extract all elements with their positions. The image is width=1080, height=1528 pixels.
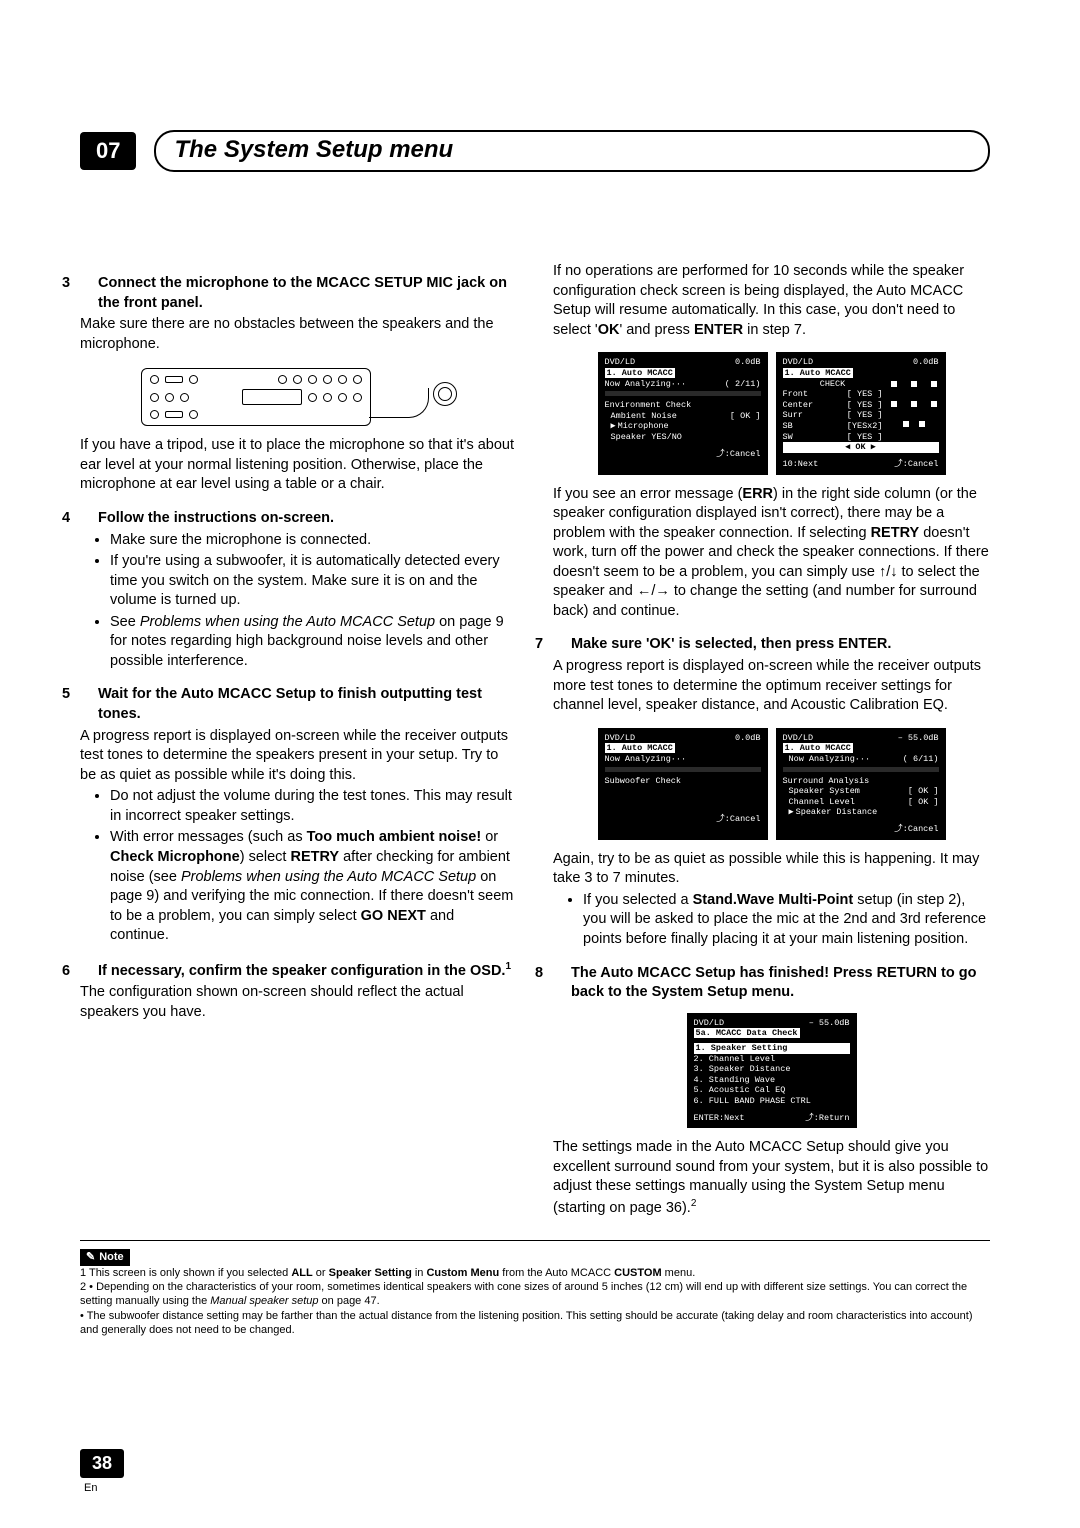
- footnote-1: 1 This screen is only shown if you selec…: [80, 1266, 990, 1280]
- step-6-heading: 6If necessary, confirm the speaker confi…: [80, 960, 517, 981]
- list-item: If you're using a subwoofer, it is autom…: [110, 552, 517, 611]
- right-column: If no operations are performed for 10 se…: [553, 260, 990, 1218]
- osd-row-2: DVD/LD0.0dB 1. Auto MCACC Now Analyzing·…: [553, 728, 990, 840]
- step-3-text: Make sure there are no obstacles between…: [80, 315, 517, 354]
- step-4-bullets: Make sure the microphone is connected. I…: [80, 531, 517, 672]
- chapter-badge: 07: [80, 132, 136, 170]
- right-p1: If no operations are performed for 10 se…: [553, 262, 990, 340]
- osd-row-1: DVD/LD0.0dB 1. Auto MCACC Now Analyzing·…: [553, 352, 990, 474]
- footnotes: Note 1 This screen is only shown if you …: [80, 1249, 990, 1337]
- osd-screen: DVD/LD– 55.0dB 5a. MCACC Data Check 1. S…: [687, 1013, 857, 1129]
- right-p2: If you see an error message (ERR) in the…: [553, 485, 990, 622]
- footnote-3: • The subwoofer distance setting may be …: [80, 1309, 990, 1338]
- step-5-heading: 5Wait for the Auto MCACC Setup to finish…: [80, 685, 517, 724]
- step-4-heading: 4Follow the instructions on-screen.: [80, 509, 517, 529]
- microphone-icon: [433, 382, 457, 406]
- list-item: See Problems when using the Auto MCACC S…: [110, 613, 517, 672]
- step-8-heading: 8The Auto MCACC Setup has finished! Pres…: [553, 964, 990, 1003]
- mic-cable: [369, 388, 429, 418]
- step-5-text: A progress report is displayed on-screen…: [80, 727, 517, 786]
- list-item: Do not adjust the volume during the test…: [110, 787, 517, 826]
- step-3-heading: 3Connect the microphone to the MCACC SET…: [80, 274, 517, 313]
- note-label: Note: [80, 1249, 130, 1265]
- osd-screen: DVD/LD0.0dB 1. Auto MCACC CHECK Front[ Y…: [776, 352, 946, 474]
- osd-row-3: DVD/LD– 55.0dB 5a. MCACC Data Check 1. S…: [553, 1013, 990, 1129]
- osd-screen: DVD/LD0.0dB 1. Auto MCACC Now Analyzing·…: [598, 728, 768, 840]
- chapter-header: 07 The System Setup menu: [80, 130, 990, 172]
- left-column: 3Connect the microphone to the MCACC SET…: [80, 260, 517, 1218]
- receiver-front: [141, 368, 371, 426]
- device-figure: [80, 368, 517, 426]
- footnote-2: 2 • Depending on the characteristics of …: [80, 1280, 990, 1309]
- step-7-text: A progress report is displayed on-screen…: [553, 657, 990, 716]
- footnote-rule: [80, 1240, 990, 1241]
- page-lang: En: [84, 1482, 97, 1494]
- right-bullets: If you selected a Stand.Wave Multi-Point…: [553, 891, 990, 950]
- step-7-heading: 7Make sure 'OK' is selected, then press …: [553, 635, 990, 655]
- list-item: With error messages (such as Too much am…: [110, 828, 517, 945]
- osd-screen: DVD/LD– 55.0dB 1. Auto MCACC Now Analyzi…: [776, 728, 946, 840]
- right-p3: Again, try to be as quiet as possible wh…: [553, 850, 990, 889]
- step-6-text: The configuration shown on-screen should…: [80, 983, 517, 1022]
- content-columns: 3Connect the microphone to the MCACC SET…: [80, 260, 990, 1218]
- page-number: 38: [80, 1449, 124, 1478]
- chapter-title: The System Setup menu: [154, 130, 990, 172]
- step-3-text-2: If you have a tripod, use it to place th…: [80, 436, 517, 495]
- list-item: Make sure the microphone is connected.: [110, 531, 517, 551]
- step-5-bullets: Do not adjust the volume during the test…: [80, 787, 517, 946]
- right-p4: The settings made in the Auto MCACC Setu…: [553, 1138, 990, 1218]
- speaker-layout-icon: [889, 379, 939, 429]
- osd-screen: DVD/LD0.0dB 1. Auto MCACC Now Analyzing·…: [598, 352, 768, 474]
- list-item: If you selected a Stand.Wave Multi-Point…: [583, 891, 990, 950]
